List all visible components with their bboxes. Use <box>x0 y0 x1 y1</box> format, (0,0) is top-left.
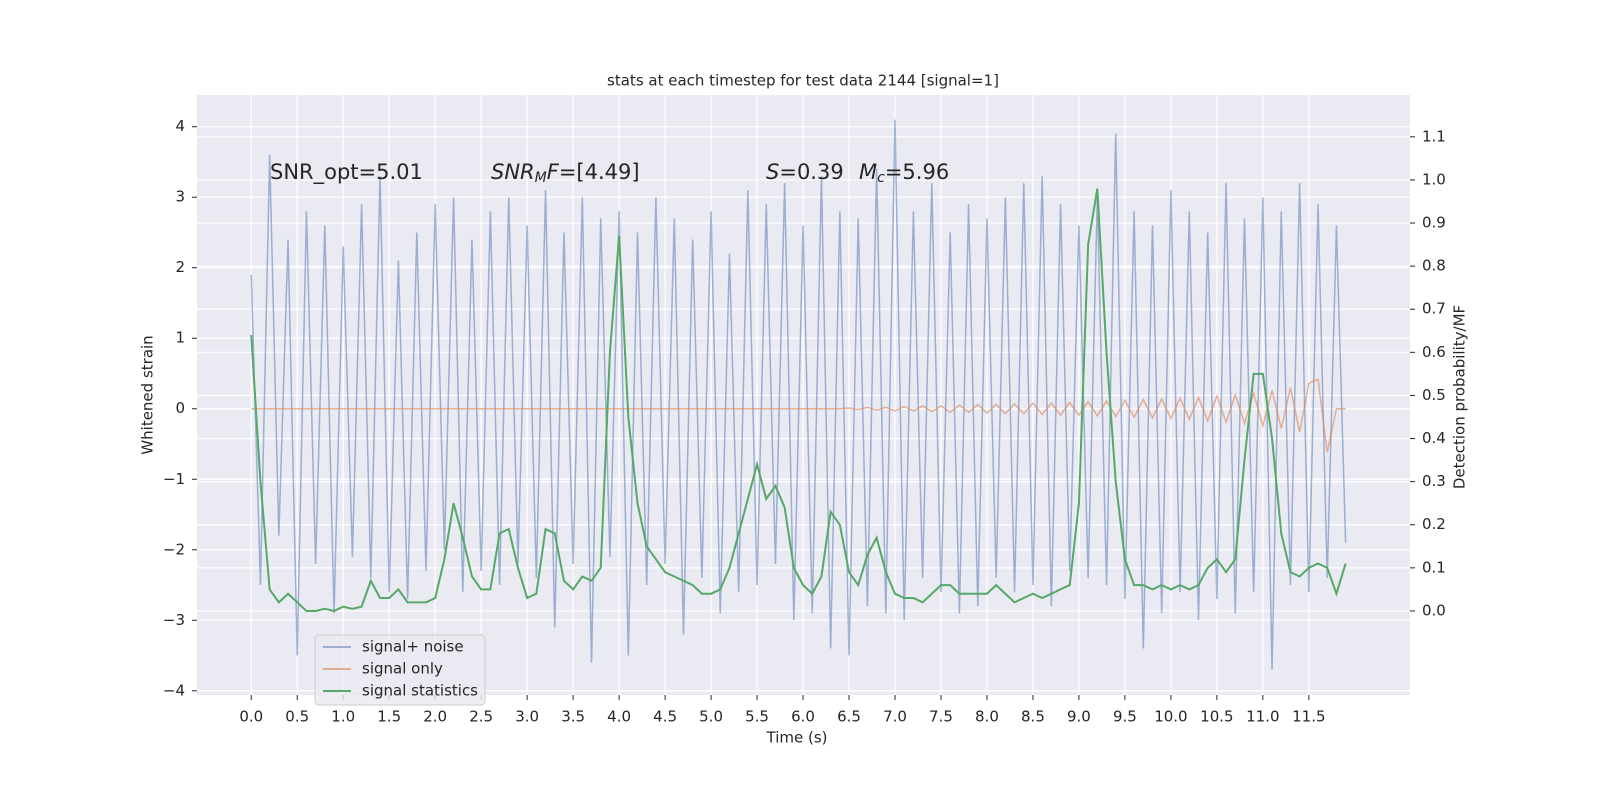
y-tick-label: 0 <box>175 399 185 417</box>
x-tick-label: 5.0 <box>699 708 723 726</box>
x-tick-label: 7.0 <box>883 708 907 726</box>
x-tick-label: 6.0 <box>791 708 815 726</box>
x-tick-label: 10.0 <box>1154 708 1187 726</box>
x-tick-label: 6.5 <box>837 708 861 726</box>
annotation-part: SNR_opt=5.01 <box>270 160 423 185</box>
x-tick-label: 7.5 <box>929 708 953 726</box>
annotation-part: F <box>547 160 560 184</box>
x-tick-label: 5.5 <box>745 708 769 726</box>
y2-tick-label: 0.8 <box>1422 257 1446 275</box>
x-tick-label: 8.0 <box>975 708 999 726</box>
y-tick-label: 1 <box>175 329 185 347</box>
y-tick-label: 2 <box>175 258 185 276</box>
x-tick-label: 8.5 <box>1021 708 1045 726</box>
series-line <box>250 119 1347 670</box>
x-tick-label: 1.5 <box>377 708 401 726</box>
y-tick-label: −1 <box>163 470 185 488</box>
annotation: SNR_opt=5.01 <box>270 160 423 185</box>
y2-tick-label: 0.5 <box>1422 386 1446 404</box>
x-tick-label: 10.5 <box>1200 708 1233 726</box>
x-tick-label: 11.5 <box>1292 708 1325 726</box>
x-tick-label: 0.5 <box>285 708 309 726</box>
annotation-part: SNR <box>491 160 535 184</box>
annotation: Mc=5.96 <box>859 160 949 186</box>
x-tick-label: 11.0 <box>1246 708 1279 726</box>
annotation-part: =5.96 <box>885 160 949 184</box>
chart-title: stats at each timestep for test data 214… <box>607 72 999 90</box>
x-tick-label: 1.0 <box>331 708 355 726</box>
annotation: S=0.39 <box>766 160 844 184</box>
x-tick-label: 9.0 <box>1067 708 1091 726</box>
y2-tick-label: 0.1 <box>1422 558 1446 576</box>
x-tick-label: 0.0 <box>239 708 263 726</box>
annotation-part: M <box>535 170 547 186</box>
y2-tick-label: 0.9 <box>1422 214 1446 232</box>
x-axis-label: Time (s) <box>766 729 828 747</box>
y2-tick-label: 1.0 <box>1422 170 1446 188</box>
y-tick-label: 4 <box>175 117 185 135</box>
x-tick-label: 4.5 <box>653 708 677 726</box>
y2-tick-label: 1.1 <box>1422 127 1446 145</box>
y2-tick-label: 0.2 <box>1422 515 1446 533</box>
legend-label: signal statistics <box>362 682 478 700</box>
y2-tick-label: 0.7 <box>1422 300 1446 318</box>
y-axis-label: Whitened strain <box>139 335 157 454</box>
y-tick-label: −4 <box>163 681 185 699</box>
annotation-part: =[4.49] <box>559 160 640 184</box>
x-tick-label: 9.5 <box>1113 708 1137 726</box>
annotation-part: c <box>877 170 885 186</box>
legend-label: signal only <box>362 660 443 678</box>
y2-tick-label: 0.0 <box>1422 601 1446 619</box>
x-tick-label: 2.5 <box>469 708 493 726</box>
x-tick-label: 3.5 <box>561 708 585 726</box>
y2-axis-label: Detection probability/MF <box>1451 305 1469 489</box>
annotation-part: =0.39 <box>779 160 843 184</box>
x-tick-label: 4.0 <box>607 708 631 726</box>
y2-tick-label: 0.3 <box>1422 472 1446 490</box>
y2-tick-label: 0.4 <box>1422 429 1446 447</box>
x-tick-label: 2.0 <box>423 708 447 726</box>
legend-label: signal+ noise <box>362 638 464 656</box>
legend-box <box>314 634 486 706</box>
y2-tick-label: 0.6 <box>1422 343 1446 361</box>
annotation: SNRMF=[4.49] <box>491 160 640 186</box>
annotation-part: S <box>766 160 779 184</box>
x-tick-label: 3.0 <box>515 708 539 726</box>
y-tick-label: −3 <box>163 611 185 629</box>
y-tick-label: −2 <box>163 540 185 558</box>
annotation-part: M <box>859 160 877 184</box>
legend: signal+ noise signal only signal statistic… <box>314 634 486 706</box>
series-line <box>250 188 1347 613</box>
series-line <box>251 378 1346 453</box>
y-tick-label: 3 <box>175 188 185 206</box>
